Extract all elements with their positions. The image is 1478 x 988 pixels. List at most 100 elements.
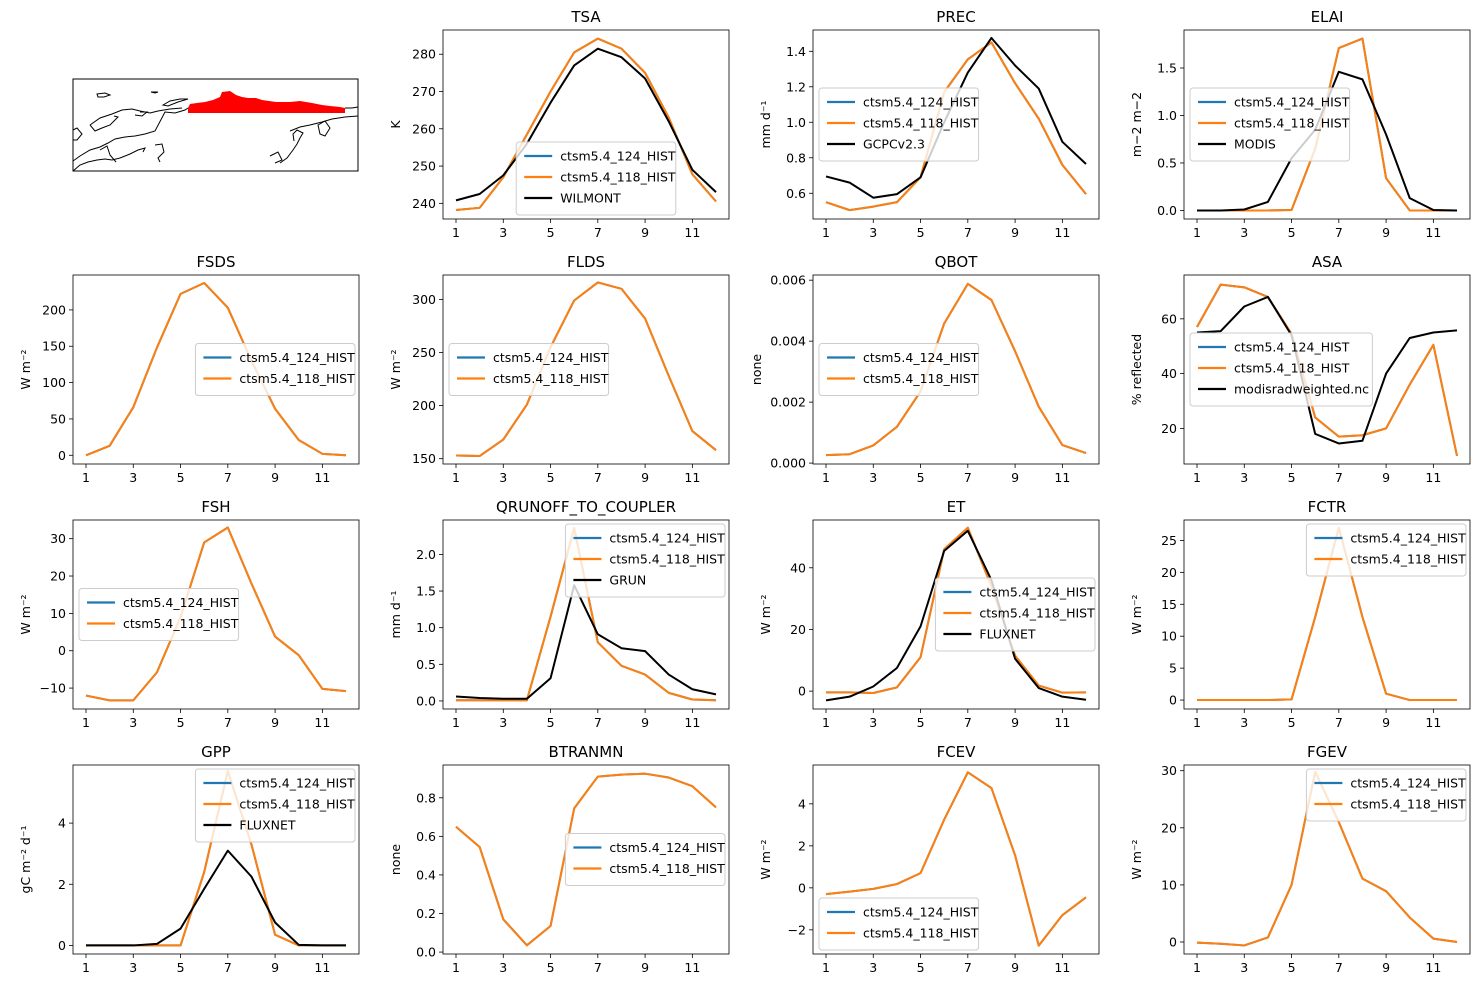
y-axis-label: none [749, 354, 764, 385]
x-tick-label: 7 [1335, 470, 1343, 485]
panel-asa: ASA 1 3 5 7 9 11 20 40 60 % reflected ctsm5.4_124_H… [1129, 253, 1471, 485]
y-tick-label: 50 [50, 411, 66, 426]
legend-box [1305, 768, 1467, 822]
y-tick-label: 0 [58, 448, 66, 463]
chart-title: FCEV [937, 743, 977, 761]
panel-qbot: QBOT 1 3 5 7 9 11 0.000 0.002 0.004 0.006 none ctsm5… [749, 253, 1100, 485]
legend-box [1189, 332, 1373, 407]
y-axis-label: W m⁻² [18, 594, 33, 634]
y-axis-label: W m⁻² [758, 839, 773, 879]
x-tick-label: 11 [684, 225, 700, 240]
y-tick-label: 0.8 [416, 790, 436, 805]
x-tick-label: 7 [224, 715, 232, 730]
x-tick-label: 3 [1240, 960, 1248, 975]
panel-prec: PREC 1 3 5 7 9 11 0.6 0.8 1.0 1.2 1.4 mm d⁻¹ ctsm5.4_… [758, 8, 1100, 240]
y-tick-label: 0.006 [770, 273, 806, 288]
x-tick-label: 5 [917, 960, 925, 975]
x-tick-label: 9 [1382, 715, 1390, 730]
chart-title: ET [947, 498, 966, 516]
x-tick-label: 5 [1288, 470, 1296, 485]
x-tick-label: 7 [594, 960, 602, 975]
y-tick-label: 270 [412, 84, 436, 99]
legend-label: ctsm5.4_124_HIST [560, 149, 676, 164]
legend-label: ctsm5.4_118_HIST [123, 616, 239, 631]
x-tick-label: 9 [641, 715, 649, 730]
legend-label: GCPCv2.3 [863, 137, 925, 152]
chart-title: QBOT [935, 253, 979, 271]
x-tick-label: 5 [177, 715, 185, 730]
legend-label: ctsm5.4_118_HIST [239, 797, 355, 812]
y-tick-label: 1.4 [786, 44, 806, 59]
x-tick-label: 9 [641, 470, 649, 485]
x-tick-label: 11 [1054, 960, 1070, 975]
x-tick-label: 3 [1240, 225, 1248, 240]
chart-title: PREC [936, 8, 975, 26]
x-tick-label: 9 [641, 225, 649, 240]
legend-box [564, 523, 726, 598]
axes-frame [72, 274, 360, 465]
y-tick-label: 10 [50, 606, 66, 621]
legend-label: ctsm5.4_124_HIST [1350, 776, 1466, 791]
y-tick-label: 20 [790, 622, 806, 637]
legend: ctsm5.4_124_HIST ctsm5.4_118_HIST [78, 588, 240, 641]
series-lines [825, 526, 1087, 702]
x-tick-label: 5 [547, 960, 555, 975]
x-tick-label: 3 [499, 715, 507, 730]
series-lines [1196, 283, 1458, 456]
x-tick-label: 3 [499, 470, 507, 485]
chart-title: ELAI [1311, 8, 1344, 26]
x-tick-label: 9 [1011, 225, 1019, 240]
x-tick-label: 3 [869, 225, 877, 240]
axes-frame [812, 29, 1100, 220]
y-tick-label: 1.0 [416, 620, 436, 635]
y-tick-label: 0 [798, 880, 806, 895]
chart-title: ASA [1312, 253, 1343, 271]
x-tick-label: 11 [1425, 470, 1441, 485]
legend-box [564, 833, 726, 886]
x-tick-label: 9 [1011, 960, 1019, 975]
x-tick-label: 7 [1335, 225, 1343, 240]
legend-label: ctsm5.4_118_HIST [1350, 797, 1466, 812]
y-tick-label: 300 [412, 292, 436, 307]
series-line-ctsm5-4-118-hist [455, 772, 717, 947]
legend: ctsm5.4_124_HIST ctsm5.4_118_HIST FLUXNET [934, 577, 1096, 652]
x-tick-label: 5 [1288, 715, 1296, 730]
x-tick-label: 11 [684, 470, 700, 485]
panel-gpp: GPP 1 3 5 7 9 11 0 2 4 gC m⁻² d⁻¹ ctsm5.4_124_HISTc… [18, 743, 360, 975]
y-axis-label: mm d⁻¹ [388, 591, 403, 639]
series-line-ctsm5-4-118-hist [455, 37, 717, 212]
legend: ctsm5.4_124_HIST ctsm5.4_118_HIST [1305, 768, 1467, 822]
region-map-panel [72, 78, 359, 172]
series-line-ctsm5-4-118-hist [825, 282, 1087, 457]
panel-qrunoff-to-coupler: QRUNOFF_TO_COUPLER 1 3 5 7 9 11 0.0 0.5 1.0 1.5 2.0… [388, 498, 730, 730]
x-tick-label: 9 [271, 715, 279, 730]
legend: ctsm5.4_124_HIST ctsm5.4_118_HIST modisrad… [1189, 332, 1373, 407]
y-tick-label: 20 [1161, 421, 1177, 436]
series-line-grun [455, 584, 717, 700]
legend-label: ctsm5.4_118_HIST [1234, 361, 1350, 376]
y-tick-label: 0.5 [416, 657, 436, 672]
x-tick-label: 11 [1425, 960, 1441, 975]
x-tick-label: 11 [314, 470, 330, 485]
series-line-ctsm5-4-118-hist [825, 41, 1087, 212]
y-tick-label: 240 [412, 196, 436, 211]
legend-box [194, 768, 356, 843]
x-tick-label: 3 [869, 715, 877, 730]
x-tick-label: 3 [869, 960, 877, 975]
x-tick-label: 1 [82, 715, 90, 730]
legend-label: ctsm5.4_124_HIST [239, 350, 355, 365]
legend-label: modisradweighted.nc [1234, 382, 1369, 397]
legend-label: ctsm5.4_124_HIST [609, 840, 725, 855]
y-tick-label: 0.2 [416, 906, 436, 921]
y-axis-label: none [388, 844, 403, 875]
legend-box [934, 577, 1096, 652]
x-tick-label: 9 [271, 470, 279, 485]
legend: ctsm5.4_124_HIST ctsm5.4_118_HIST [448, 343, 610, 396]
x-tick-label: 11 [1425, 225, 1441, 240]
legend-label: ctsm5.4_124_HIST [1350, 531, 1466, 546]
legend-box [515, 141, 677, 216]
y-axis-label: % reflected [1129, 334, 1144, 405]
y-tick-label: 25 [1161, 533, 1177, 548]
series-line-ctsm5-4-118-hist [455, 281, 717, 458]
